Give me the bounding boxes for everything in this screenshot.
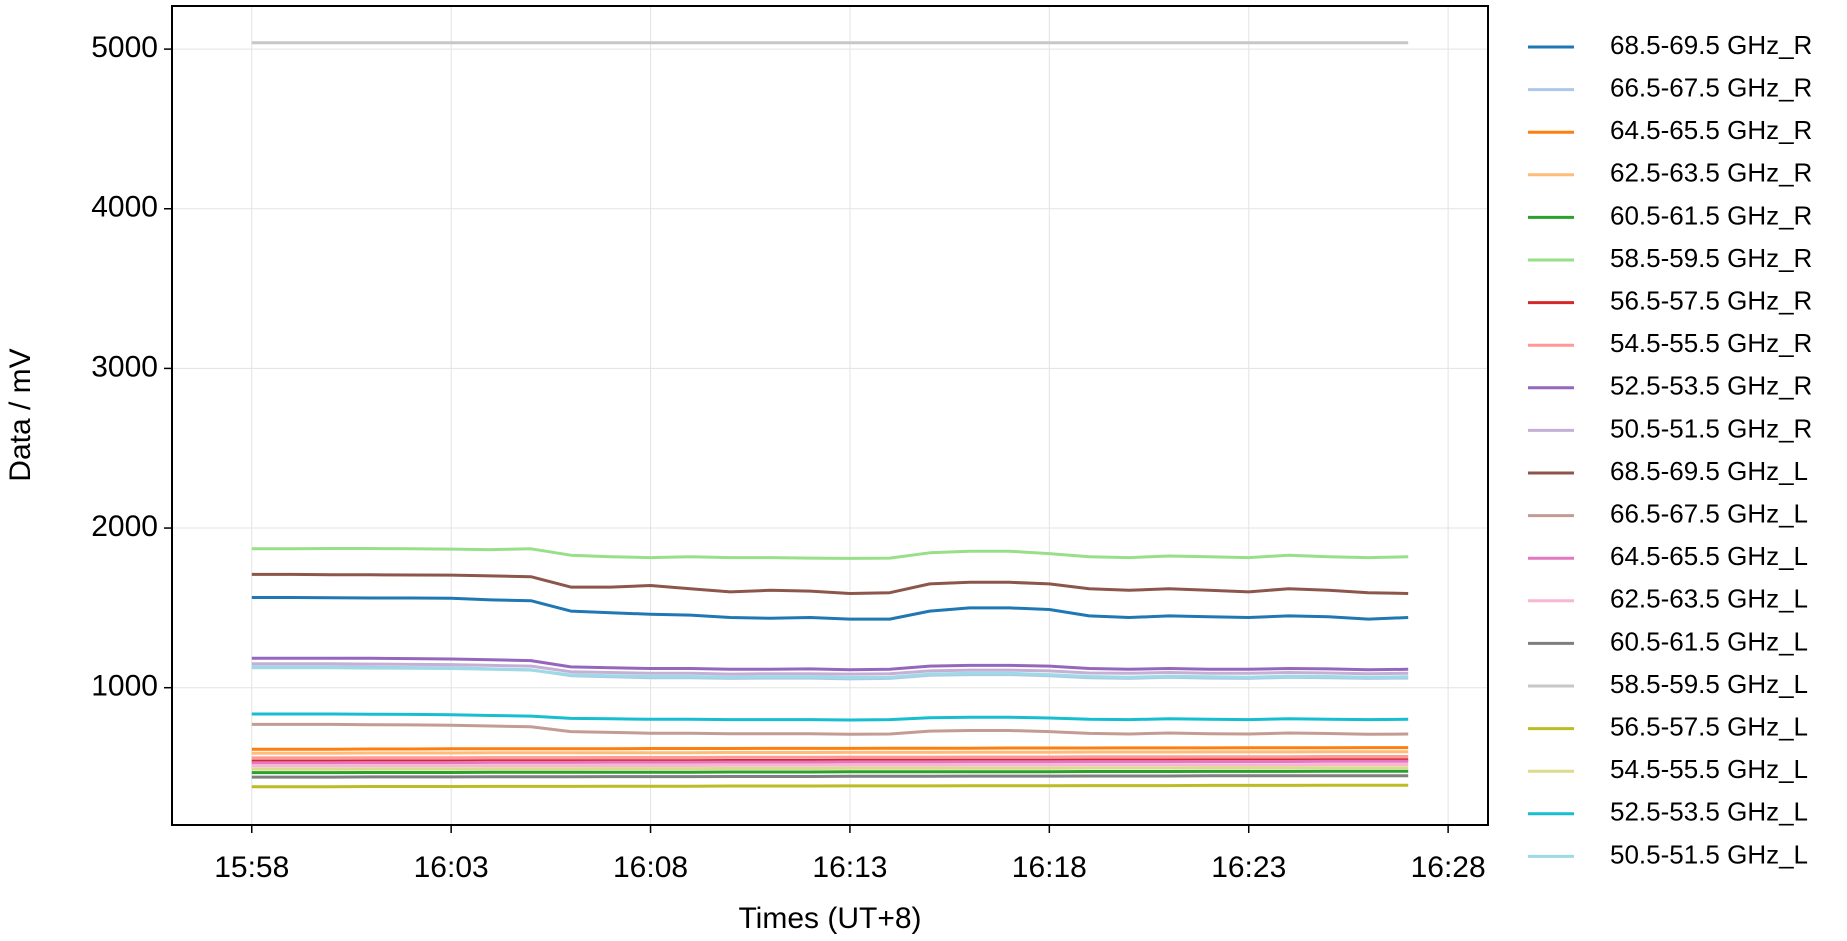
legend-label: 62.5-63.5 GHz_L — [1610, 584, 1808, 614]
series-line — [251, 656, 1409, 672]
legend-label: 50.5-51.5 GHz_R — [1610, 413, 1812, 443]
series-line — [251, 763, 1409, 768]
series-line — [251, 758, 1409, 763]
x-tick-label: 16:28 — [1411, 851, 1486, 884]
x-tick-label: 16:03 — [414, 851, 489, 884]
y-tick-label: 5000 — [91, 31, 158, 64]
series-line — [251, 783, 1409, 789]
y-tick-label: 1000 — [91, 670, 158, 703]
legend-label: 64.5-65.5 GHz_R — [1610, 115, 1812, 145]
legend-label: 62.5-63.5 GHz_R — [1610, 158, 1812, 188]
legend-label: 58.5-59.5 GHz_R — [1610, 243, 1812, 273]
legend-label: 58.5-59.5 GHz_L — [1610, 669, 1808, 699]
series-line — [251, 666, 1409, 679]
legend-label: 56.5-57.5 GHz_R — [1610, 285, 1812, 315]
x-tick-label: 16:13 — [812, 851, 887, 884]
series-line — [251, 662, 1409, 676]
series-line — [251, 572, 1409, 595]
series-line — [251, 774, 1409, 779]
series-line — [251, 766, 1409, 771]
series-line — [251, 769, 1409, 775]
legend-label: 56.5-57.5 GHz_L — [1610, 711, 1808, 741]
legend-label: 64.5-65.5 GHz_L — [1610, 541, 1808, 571]
series-line — [251, 722, 1409, 736]
y-tick-label: 3000 — [91, 350, 158, 383]
x-tick-label: 16:23 — [1211, 851, 1286, 884]
legend-label: 54.5-55.5 GHz_L — [1610, 754, 1808, 784]
legend-label: 66.5-67.5 GHz_L — [1610, 498, 1808, 528]
y-tick-label: 2000 — [91, 510, 158, 543]
series-line — [251, 746, 1409, 751]
y-tick-label: 4000 — [91, 191, 158, 224]
legend-label: 50.5-51.5 GHz_L — [1610, 839, 1808, 869]
plot-frame — [171, 5, 1489, 826]
legend-label: 54.5-55.5 GHz_R — [1610, 328, 1812, 358]
legend-label: 52.5-53.5 GHz_R — [1610, 371, 1812, 401]
series-line — [251, 596, 1409, 621]
series-line — [251, 547, 1409, 560]
legend-label: 60.5-61.5 GHz_R — [1610, 200, 1812, 230]
legend-label: 68.5-69.5 GHz_R — [1610, 30, 1812, 60]
x-tick-label: 16:08 — [613, 851, 688, 884]
y-axis-label: Data / mV — [4, 348, 37, 481]
legend-label: 60.5-61.5 GHz_L — [1610, 626, 1808, 656]
x-axis-label: Times (UT+8) — [738, 902, 921, 935]
x-tick-label: 15:58 — [214, 851, 289, 884]
series-line — [251, 759, 1409, 765]
legend-label: 52.5-53.5 GHz_L — [1610, 797, 1808, 827]
series-line — [251, 755, 1409, 760]
legend-label: 66.5-67.5 GHz_R — [1610, 72, 1812, 102]
x-tick-label: 16:18 — [1012, 851, 1087, 884]
series-line — [251, 750, 1409, 755]
series-line — [251, 712, 1409, 722]
legend-label: 68.5-69.5 GHz_L — [1610, 456, 1808, 486]
